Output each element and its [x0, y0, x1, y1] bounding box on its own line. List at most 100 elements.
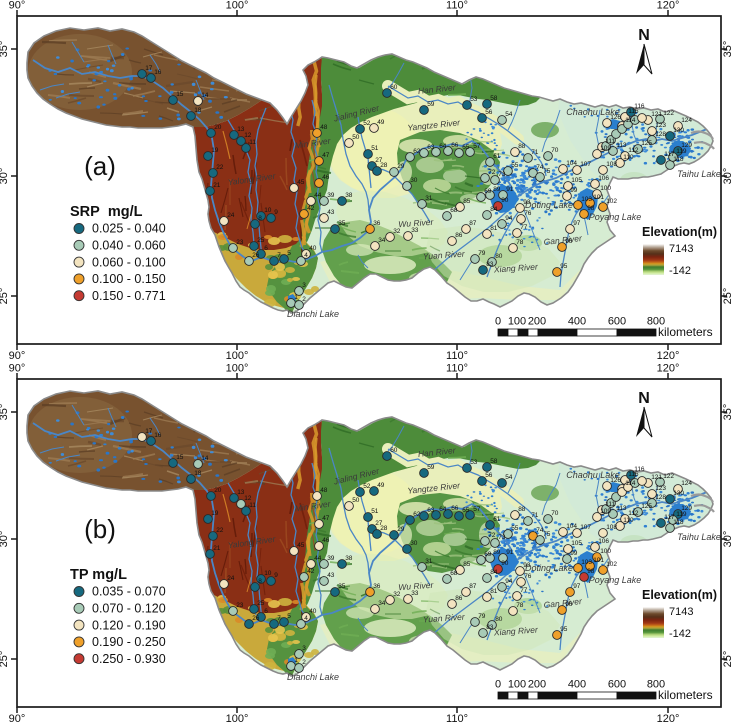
svg-text:8: 8 [258, 578, 262, 585]
svg-text:107: 107 [580, 161, 591, 168]
svg-text:0.120 - 0.190: 0.120 - 0.190 [92, 618, 166, 632]
svg-text:94: 94 [505, 215, 513, 222]
svg-text:106: 106 [598, 538, 609, 545]
svg-text:77: 77 [520, 587, 528, 594]
svg-text:14: 14 [201, 92, 209, 99]
svg-text:0.060 - 0.100: 0.060 - 0.100 [92, 255, 166, 269]
svg-text:44: 44 [314, 555, 322, 562]
svg-text:95: 95 [560, 626, 568, 633]
svg-text:122: 122 [663, 110, 674, 117]
svg-text:106: 106 [598, 175, 609, 182]
svg-text:83: 83 [486, 261, 494, 268]
svg-text:54: 54 [505, 474, 513, 481]
svg-text:23: 23 [236, 239, 244, 246]
svg-text:97: 97 [573, 220, 581, 227]
svg-text:43: 43 [327, 572, 335, 579]
svg-text:22: 22 [216, 527, 224, 534]
svg-text:20: 20 [214, 487, 222, 494]
svg-text:57: 57 [473, 506, 481, 513]
svg-text:115: 115 [628, 108, 639, 115]
svg-text:18: 18 [194, 470, 202, 477]
svg-text:4: 4 [304, 252, 308, 259]
svg-text:24: 24 [227, 575, 235, 582]
svg-text:68: 68 [450, 570, 458, 577]
svg-text:88: 88 [518, 506, 526, 513]
svg-text:69: 69 [484, 551, 492, 558]
svg-text:31: 31 [425, 558, 433, 565]
svg-text:112: 112 [628, 147, 639, 154]
svg-text:93: 93 [523, 562, 531, 569]
svg-text:59: 59 [427, 464, 435, 471]
svg-text:8: 8 [258, 215, 262, 222]
svg-text:56: 56 [485, 472, 493, 479]
svg-text:118: 118 [673, 156, 684, 163]
svg-text:1: 1 [294, 657, 298, 664]
svg-text:93: 93 [523, 199, 531, 206]
svg-text:(a): (a) [84, 151, 116, 181]
svg-text:48: 48 [320, 487, 328, 494]
svg-text:91: 91 [506, 549, 514, 556]
svg-text:(b): (b) [84, 514, 116, 544]
svg-text:89: 89 [493, 549, 501, 556]
svg-text:107: 107 [580, 524, 591, 531]
svg-text:112: 112 [628, 510, 639, 517]
svg-text:4: 4 [304, 615, 308, 622]
svg-text:26: 26 [252, 615, 260, 622]
svg-text:62: 62 [413, 148, 421, 155]
svg-text:34: 34 [378, 600, 386, 607]
svg-text:14: 14 [201, 455, 209, 462]
svg-text:53: 53 [470, 96, 478, 103]
svg-text:50: 50 [352, 134, 360, 141]
svg-text:50: 50 [352, 497, 360, 504]
svg-text:76: 76 [524, 573, 532, 580]
svg-text:15: 15 [176, 454, 184, 461]
svg-text:87: 87 [469, 583, 477, 590]
svg-text:0.035 - 0.070: 0.035 - 0.070 [92, 585, 166, 599]
svg-text:126: 126 [610, 114, 621, 121]
svg-text:83: 83 [486, 624, 494, 631]
svg-text:126: 126 [610, 477, 621, 484]
svg-text:129: 129 [681, 505, 692, 512]
svg-text:33: 33 [411, 590, 419, 597]
svg-text:81: 81 [490, 588, 498, 595]
svg-text:70: 70 [551, 510, 559, 517]
svg-text:104: 104 [566, 160, 577, 167]
svg-text:68: 68 [450, 207, 458, 214]
svg-text:100: 100 [600, 548, 611, 555]
svg-text:12: 12 [244, 495, 252, 502]
svg-text:42: 42 [307, 568, 315, 575]
svg-text:56: 56 [485, 109, 493, 116]
svg-text:32: 32 [393, 591, 401, 598]
svg-text:63: 63 [427, 144, 435, 151]
svg-text:34: 34 [378, 237, 386, 244]
svg-text:77: 77 [520, 224, 528, 231]
svg-text:TP mg/L: TP mg/L [70, 567, 127, 583]
svg-text:16: 16 [154, 69, 162, 76]
svg-text:129: 129 [681, 142, 692, 149]
svg-text:61: 61 [493, 516, 501, 523]
svg-text:5: 5 [287, 250, 291, 257]
svg-text:130: 130 [673, 127, 684, 134]
svg-text:0.150 - 0.771: 0.150 - 0.771 [92, 289, 166, 303]
svg-text:128: 128 [655, 131, 666, 138]
svg-text:0.040 - 0.060: 0.040 - 0.060 [92, 239, 166, 253]
svg-text:17: 17 [145, 65, 153, 72]
svg-text:61: 61 [493, 153, 501, 160]
svg-text:16: 16 [154, 432, 162, 439]
svg-text:85: 85 [463, 198, 471, 205]
svg-text:55: 55 [511, 162, 519, 169]
svg-text:66: 66 [451, 142, 459, 149]
svg-text:46: 46 [322, 537, 330, 544]
svg-text:87: 87 [469, 220, 477, 227]
svg-text:27: 27 [375, 157, 383, 164]
svg-text:90: 90 [501, 197, 509, 204]
svg-text:105: 105 [571, 540, 582, 547]
svg-text:123: 123 [655, 122, 666, 129]
svg-text:103: 103 [581, 559, 592, 566]
svg-text:36: 36 [373, 583, 381, 590]
svg-text:98: 98 [587, 205, 595, 212]
svg-text:125: 125 [641, 140, 652, 147]
svg-text:58: 58 [490, 458, 498, 465]
svg-text:3: 3 [302, 645, 306, 652]
svg-text:29: 29 [397, 526, 405, 533]
